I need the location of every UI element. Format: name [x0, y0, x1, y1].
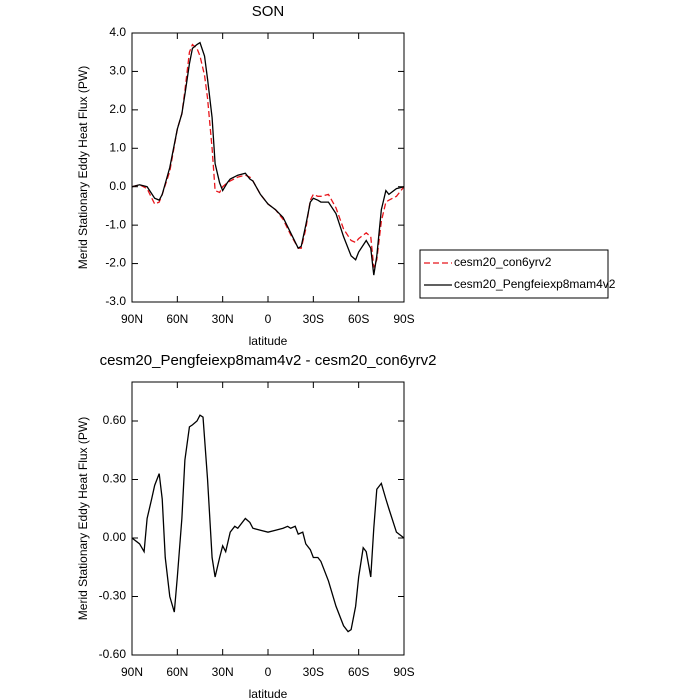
data-line	[131, 41, 405, 276]
legend-label: cesm20_Pengfeiexp8mam4v2	[454, 277, 616, 291]
x-tick-label: 60S	[348, 665, 369, 679]
legend-label: cesm20_con6yrv2	[454, 255, 552, 269]
chart-title: cesm20_Pengfeiexp8mam4v2 - cesm20_con6yr…	[100, 352, 437, 369]
x-tick-label: 30S	[303, 665, 324, 679]
y-tick-label: 0.00	[103, 530, 127, 544]
y-tick-label: 2.0	[109, 102, 126, 116]
plot-frame	[131, 32, 405, 303]
x-tick-label: 90S	[393, 312, 414, 326]
x-tick-label: 90N	[121, 312, 143, 326]
data-line	[131, 414, 405, 633]
legend-box	[419, 249, 609, 299]
x-axis-label: latitude	[249, 334, 288, 348]
x-axis-label: latitude	[249, 687, 288, 700]
x-tick-label: 60S	[348, 312, 369, 326]
y-tick-label: 0.60	[103, 413, 127, 427]
data-line	[131, 43, 405, 268]
y-tick-label: -0.30	[99, 589, 127, 603]
x-tick-label: 90S	[393, 665, 414, 679]
chart-title: SON	[252, 3, 285, 20]
y-axis-label: Merid Stationary Eddy Heat Flux (PW)	[76, 66, 90, 269]
x-tick-label: 30N	[212, 665, 234, 679]
y-tick-label: 4.0	[109, 25, 126, 39]
x-tick-label: 60N	[166, 312, 188, 326]
y-tick-label: 3.0	[109, 64, 126, 78]
x-tick-label: 60N	[166, 665, 188, 679]
x-tick-label: 90N	[121, 665, 143, 679]
y-tick-label: -0.60	[99, 647, 127, 661]
y-tick-label: 0.0	[109, 179, 126, 193]
x-tick-label: 30S	[303, 312, 324, 326]
y-tick-label: 1.0	[109, 140, 126, 154]
x-tick-label: 0	[265, 312, 272, 326]
x-tick-label: 30N	[212, 312, 234, 326]
x-tick-label: 0	[265, 665, 272, 679]
y-tick-label: 0.30	[103, 472, 127, 486]
plot-frame	[131, 381, 405, 656]
y-tick-label: -2.0	[105, 256, 126, 270]
y-tick-label: -1.0	[105, 217, 126, 231]
y-tick-label: -3.0	[105, 294, 126, 308]
y-axis-label: Merid Stationary Eddy Heat Flux (PW)	[76, 417, 90, 620]
